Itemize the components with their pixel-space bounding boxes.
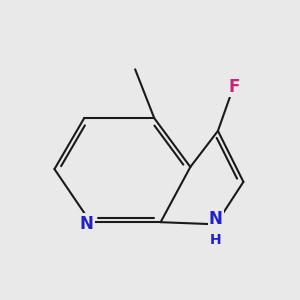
Text: F: F — [228, 78, 240, 96]
Text: H: H — [210, 233, 222, 248]
Text: N: N — [209, 210, 223, 228]
Text: N: N — [80, 215, 93, 233]
